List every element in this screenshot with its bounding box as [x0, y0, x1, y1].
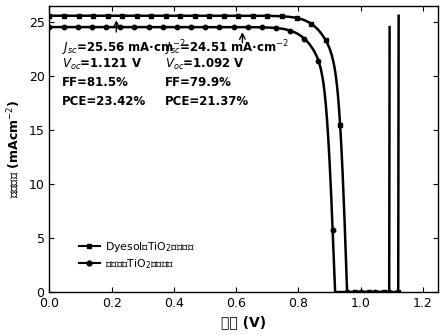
- Legend: Dyesol的TiO$_2$纳米颗粒, 单晶菱形TiO$_2$纳米颗粒: Dyesol的TiO$_2$纳米颗粒, 单晶菱形TiO$_2$纳米颗粒: [74, 236, 198, 275]
- Text: PCE=23.42%: PCE=23.42%: [62, 95, 146, 108]
- Text: $J_{sc}$=24.51 mA·cm$^{-2}$: $J_{sc}$=24.51 mA·cm$^{-2}$: [165, 38, 289, 58]
- Text: $V_{oc}$=1.092 V: $V_{oc}$=1.092 V: [165, 57, 244, 72]
- Text: $J_{sc}$=25.56 mA·cm$^{-2}$: $J_{sc}$=25.56 mA·cm$^{-2}$: [62, 38, 186, 58]
- Text: $V_{oc}$=1.121 V: $V_{oc}$=1.121 V: [62, 57, 142, 72]
- Text: PCE=21.37%: PCE=21.37%: [165, 95, 249, 108]
- Y-axis label: 电流密度 (mAcm$^{-2}$): 电流密度 (mAcm$^{-2}$): [6, 99, 23, 198]
- Text: FF=81.5%: FF=81.5%: [62, 76, 129, 89]
- X-axis label: 电压 (V): 电压 (V): [222, 316, 266, 329]
- Text: FF=79.9%: FF=79.9%: [165, 76, 231, 89]
